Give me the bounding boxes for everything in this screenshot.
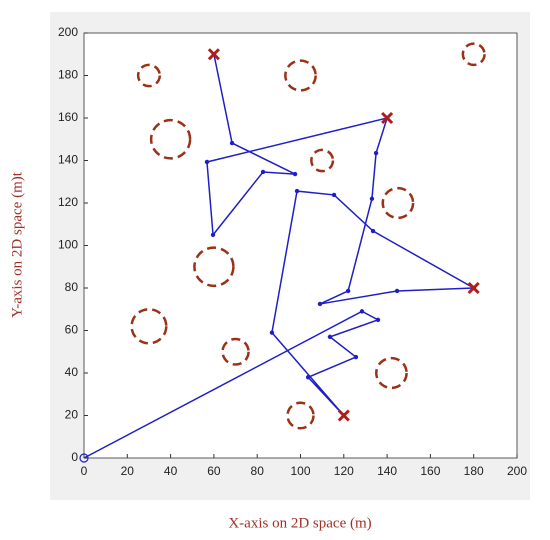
obstacle: [193, 246, 235, 288]
target: [467, 281, 480, 295]
vertex: [210, 232, 216, 238]
y-tick-label: 200: [58, 25, 78, 39]
vertex: [353, 354, 359, 360]
vertex: [269, 330, 275, 335]
obstacle: [461, 42, 486, 67]
y-tick-label: 20: [65, 408, 79, 422]
plot-area: [83, 32, 518, 459]
x-tick-label: 0: [81, 464, 88, 478]
target-stroke: [337, 409, 350, 422]
obstacle: [136, 63, 162, 88]
y-axis-label: Y-axis on 2D space (m)t: [9, 171, 25, 318]
x-tick-label: 200: [507, 464, 527, 478]
x-tick-label: 140: [377, 464, 397, 478]
x-tick-label: 120: [334, 464, 354, 478]
x-tick-label: 160: [420, 464, 440, 478]
y-tick-label: 60: [65, 323, 79, 337]
vertex: [260, 169, 266, 175]
x-tick-label: 80: [251, 464, 265, 478]
y-tick-label: 40: [65, 365, 79, 379]
vertex: [294, 188, 300, 194]
x-tick-label: 20: [121, 464, 135, 478]
vertex: [292, 171, 298, 177]
obstacle: [375, 356, 408, 390]
obstacle: [149, 118, 192, 160]
vertex: [204, 159, 210, 165]
vertex: [305, 375, 311, 380]
y-tick-label: 100: [58, 238, 78, 252]
vertex: [373, 150, 379, 156]
x-tick-label: 60: [207, 464, 221, 478]
y-tick-label: 0: [71, 450, 78, 464]
obstacle: [130, 308, 168, 345]
obstacle: [310, 148, 335, 173]
y-tick-label: 140: [58, 153, 78, 167]
vertex: [369, 196, 375, 201]
vertex: [331, 192, 337, 198]
vertex: [327, 334, 333, 340]
target: [337, 409, 350, 422]
obstacle: [381, 186, 415, 220]
vertex: [345, 288, 351, 294]
target-stroke: [381, 111, 394, 125]
obstacle: [286, 401, 315, 430]
x-tick-label: 180: [464, 464, 484, 478]
vertex: [359, 309, 365, 314]
y-tick-label: 160: [58, 110, 78, 124]
target: [381, 111, 394, 125]
x-tick-label: 40: [164, 464, 178, 478]
x-axis-label: X-axis on 2D space (m): [228, 515, 371, 531]
vertex: [370, 228, 376, 234]
vertex: [375, 317, 381, 323]
vertex: [229, 140, 235, 146]
vertex: [317, 301, 323, 307]
target-stroke: [207, 48, 220, 61]
path-line: [83, 54, 477, 459]
obstacle: [221, 337, 250, 366]
vertex: [394, 288, 400, 294]
y-tick-label: 180: [58, 68, 78, 82]
obstacle: [284, 59, 317, 92]
y-tick-label: 80: [65, 280, 79, 294]
target: [207, 48, 220, 61]
target-stroke: [467, 281, 480, 295]
x-tick-label: 100: [290, 464, 310, 478]
start-point: [79, 453, 89, 463]
y-tick-label: 120: [58, 195, 78, 209]
